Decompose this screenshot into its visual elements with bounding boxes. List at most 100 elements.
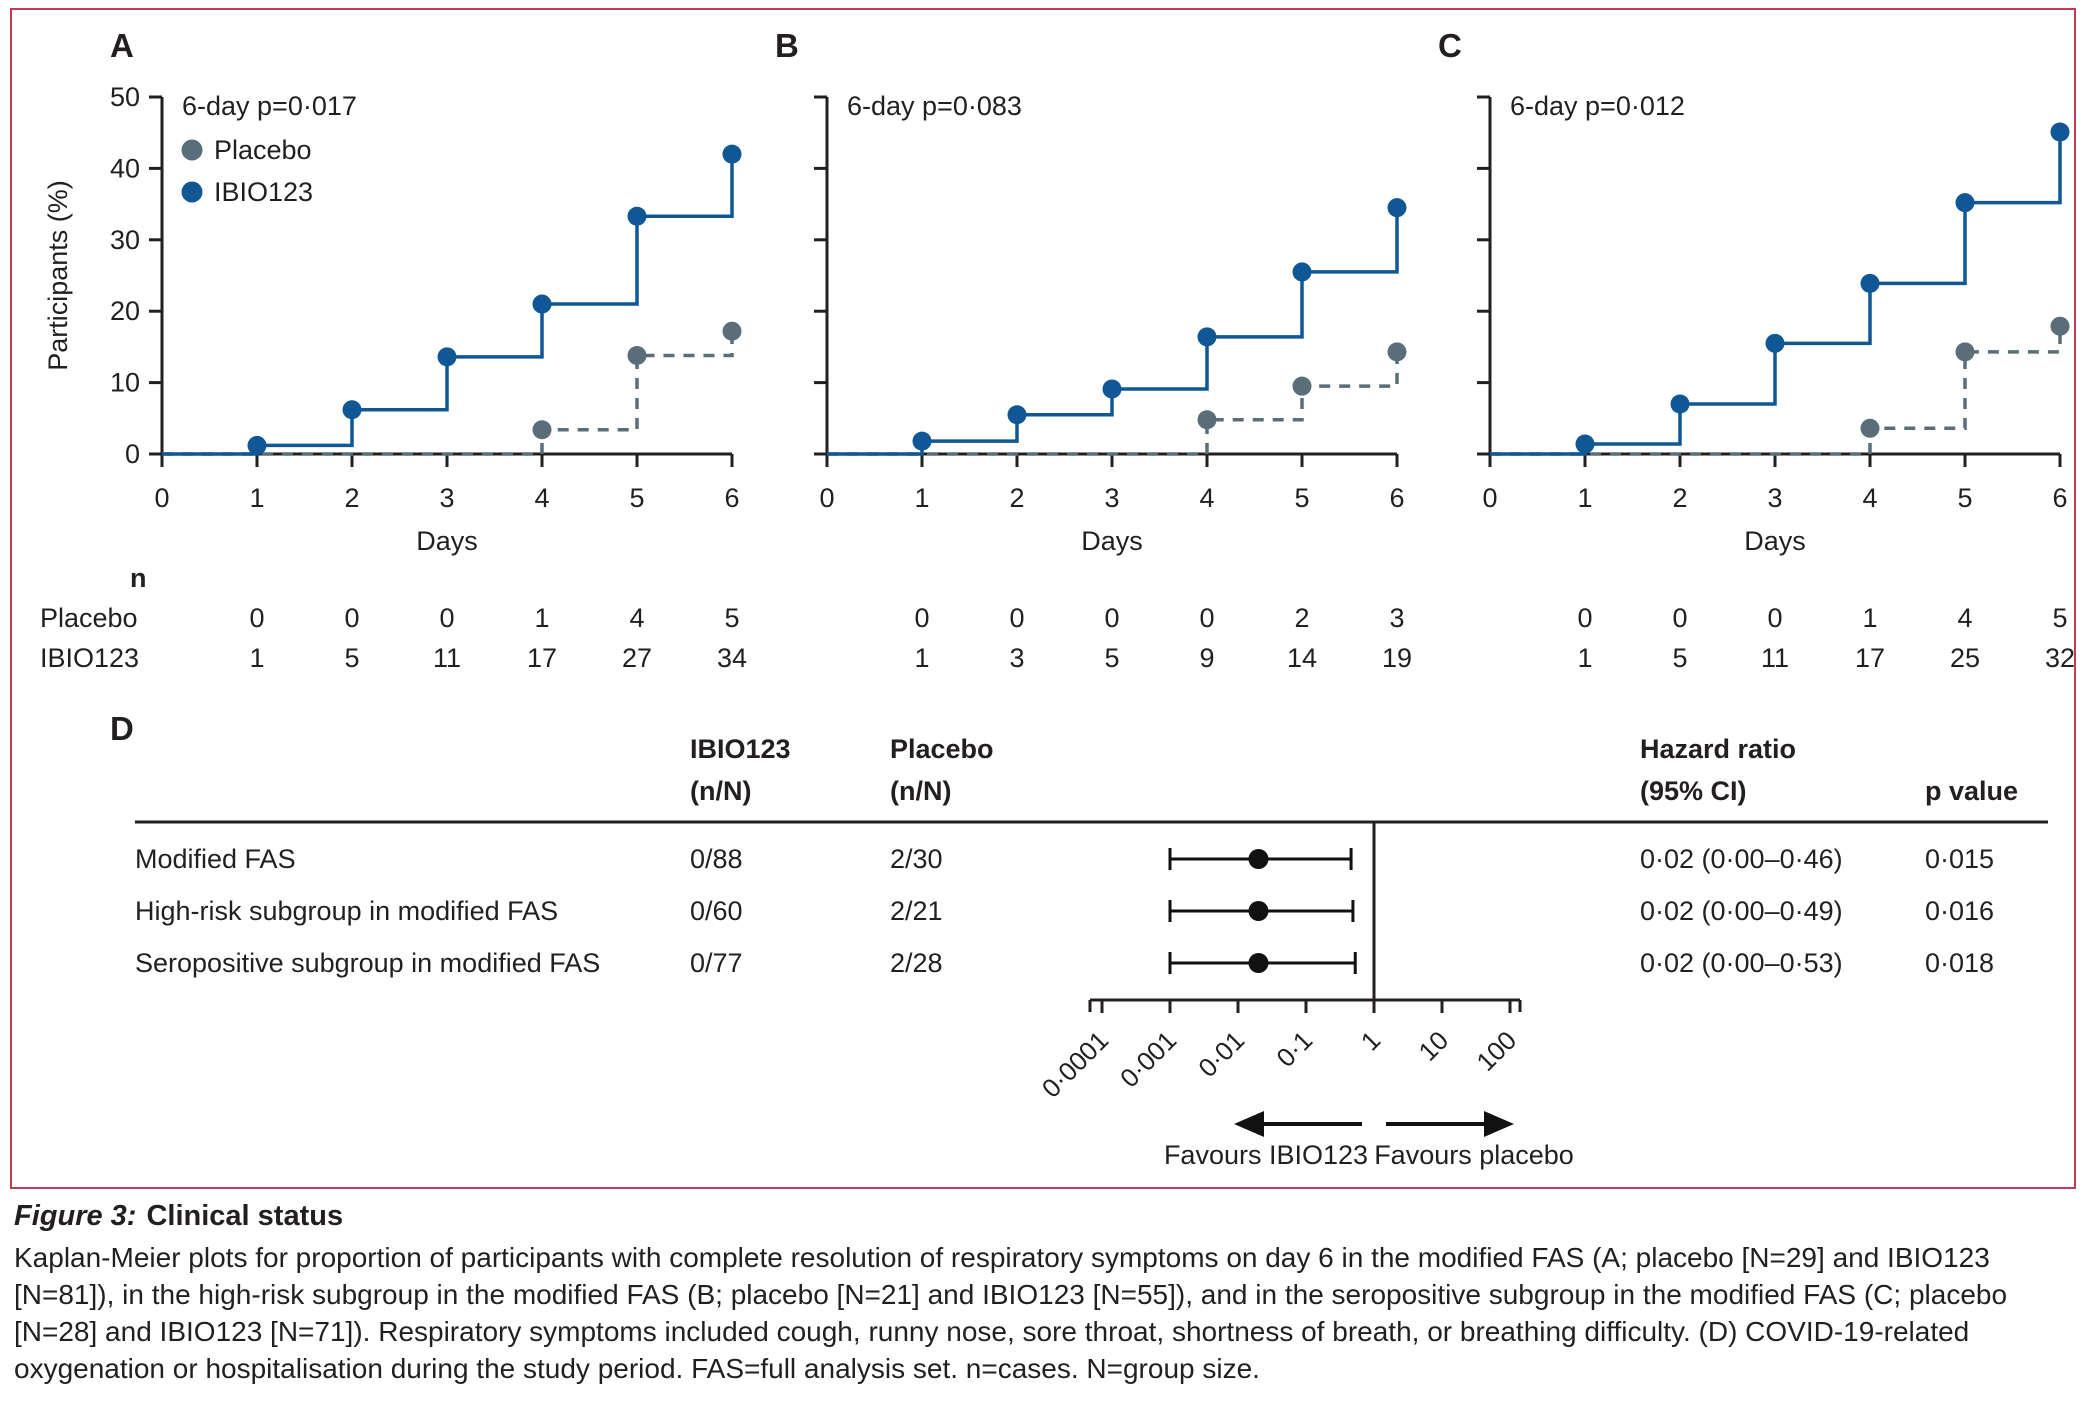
caption-body: Kaplan-Meier plots for proportion of par… — [14, 1242, 2008, 1384]
forest-ibio123-value: 0/60 — [690, 896, 743, 926]
ibio123-km-point — [437, 347, 457, 367]
n-table-header: n — [130, 563, 147, 593]
forest-placebo-value: 2/30 — [890, 844, 943, 874]
x-tick-label: 4 — [1862, 483, 1877, 513]
placebo-km-line — [827, 351, 1399, 456]
p-value-label: 6-day p=0·017 — [182, 91, 357, 121]
ibio123-km-point — [247, 435, 267, 455]
n-table-value: 11 — [1761, 643, 1789, 673]
km-panel-B: B 6-day p=0·083 0 1 2 3 4 5 6 Days 0 0 0 0 2 3 1 3 5 9 14 19 — [775, 27, 1412, 673]
y-axis-title: Participants (%) — [43, 180, 73, 371]
ibio123-km-point — [1955, 193, 1975, 213]
n-table-value: 0 — [1672, 603, 1687, 633]
n-table-value: 9 — [1199, 643, 1214, 673]
x-tick-label: 3 — [1104, 483, 1119, 513]
n-table-value: 32 — [2045, 643, 2075, 673]
ibio123-km-point — [342, 400, 362, 420]
y-tick-label: 10 — [110, 368, 140, 398]
legend-marker-ibio123 — [181, 181, 203, 203]
x-tick-label: 1 — [914, 483, 929, 513]
ibio123-km-point — [912, 431, 932, 451]
n-table-value: 0 — [439, 603, 454, 633]
km-panel-A: A6-day p=0·017PlaceboIBIO123010203040500… — [40, 27, 747, 673]
forest-p-value: 0·015 — [1925, 844, 1994, 874]
placebo-km-point — [1387, 342, 1407, 362]
forest-p-value: 0·016 — [1925, 896, 1994, 926]
axis-tick-label: 10 — [1413, 1025, 1455, 1067]
axis-tick-label: 0·001 — [1114, 1025, 1182, 1093]
axis-tick-label: 0·01 — [1192, 1025, 1250, 1083]
n-table-value: 19 — [1382, 643, 1412, 673]
column-header-hazard: Hazard ratio — [1640, 734, 1796, 764]
forest-hr-ci-value: 0·02 (0·00–0·53) — [1640, 948, 1843, 978]
forest-placebo-value: 2/21 — [890, 896, 943, 926]
n-table-value: 2 — [1294, 603, 1309, 633]
n-table-value: 14 — [1287, 643, 1317, 673]
axis-tick-label: 1 — [1355, 1025, 1386, 1056]
panel-letter-A: A — [110, 27, 134, 64]
ibio123-km-point — [1575, 434, 1595, 454]
x-tick-label: 0 — [819, 483, 834, 513]
caption-title: Figure 3: Clinical status — [14, 1200, 2076, 1233]
forest-placebo-value: 2/28 — [890, 948, 943, 978]
axis-tick-label: 0·0001 — [1036, 1025, 1114, 1103]
n-table-value: 0 — [1009, 603, 1024, 633]
placebo-km-line — [1490, 326, 2062, 456]
n-table-value: 34 — [717, 643, 747, 673]
panel-letter-C: C — [1438, 27, 1462, 64]
column-header-hazard: (95% CI) — [1640, 776, 1747, 806]
hr-point-estimate — [1248, 901, 1269, 921]
hr-point-estimate — [1248, 849, 1269, 869]
forest-p-value: 0·018 — [1925, 948, 1994, 978]
caption-title-prefix: Figure 3: — [14, 1200, 137, 1232]
x-tick-label: 3 — [1767, 483, 1782, 513]
n-table-value: 5 — [2052, 603, 2067, 633]
forest-panel-D: D IBIO123 (n/N) Placebo (n/N) Hazard ratio (95… — [110, 710, 2048, 1170]
n-table-value: 0 — [1104, 603, 1119, 633]
placebo-km-point — [532, 420, 552, 440]
x-tick-label: 4 — [1199, 483, 1214, 513]
n-table-row-label-ibio123: IBIO123 — [40, 643, 139, 673]
forest-ibio123-value: 0/88 — [690, 844, 743, 874]
n-table-value: 0 — [1577, 603, 1592, 633]
p-value-label: 6-day p=0·083 — [847, 91, 1022, 121]
column-header-ibio: IBIO123 — [690, 734, 791, 764]
placebo-km-point — [722, 321, 742, 341]
placebo-km-point — [1860, 418, 1880, 438]
n-table-value: 5 — [724, 603, 739, 633]
column-header-placebo: (n/N) — [890, 776, 951, 806]
x-tick-label: 6 — [724, 483, 739, 513]
n-table-value: 4 — [629, 603, 644, 633]
ibio123-km-point — [1860, 273, 1880, 293]
y-tick-label: 40 — [110, 153, 140, 183]
x-tick-label: 5 — [1957, 483, 1972, 513]
legend-label-ibio123: IBIO123 — [214, 177, 313, 207]
x-tick-label: 4 — [534, 483, 549, 513]
n-table-value: 5 — [1104, 643, 1119, 673]
panel-letter-B: B — [775, 27, 799, 64]
kaplan-meier-panels: A6-day p=0·017PlaceboIBIO123010203040500… — [40, 27, 2075, 673]
n-table-row-label-placebo: Placebo — [40, 603, 138, 633]
ibio123-km-point — [1197, 327, 1217, 347]
figure-caption: Figure 3: Clinical status Kaplan-Meier pl… — [14, 1200, 2076, 1387]
axis-tick-label: 100 — [1470, 1025, 1522, 1077]
x-tick-label: 5 — [1294, 483, 1309, 513]
favours-left-arrowhead — [1234, 1111, 1264, 1137]
n-table-value: 1 — [534, 603, 549, 633]
panel-letter-D: D — [110, 710, 134, 747]
ibio123-km-line — [827, 207, 1399, 456]
caption-title-text: Clinical status — [146, 1200, 344, 1232]
hr-point-estimate — [1248, 953, 1269, 973]
n-table-value: 5 — [1672, 643, 1687, 673]
placebo-km-line — [162, 331, 734, 456]
x-axis-title: Days — [416, 526, 478, 556]
axis-tick-label: 0·1 — [1270, 1025, 1318, 1073]
placebo-km-point — [1197, 410, 1217, 430]
x-axis-title: Days — [1744, 526, 1806, 556]
y-tick-label: 50 — [110, 82, 140, 112]
placebo-km-point — [1292, 376, 1312, 396]
x-tick-label: 2 — [1672, 483, 1687, 513]
forest-ibio123-value: 0/77 — [690, 948, 743, 978]
forest-hr-ci-value: 0·02 (0·00–0·46) — [1640, 844, 1843, 874]
